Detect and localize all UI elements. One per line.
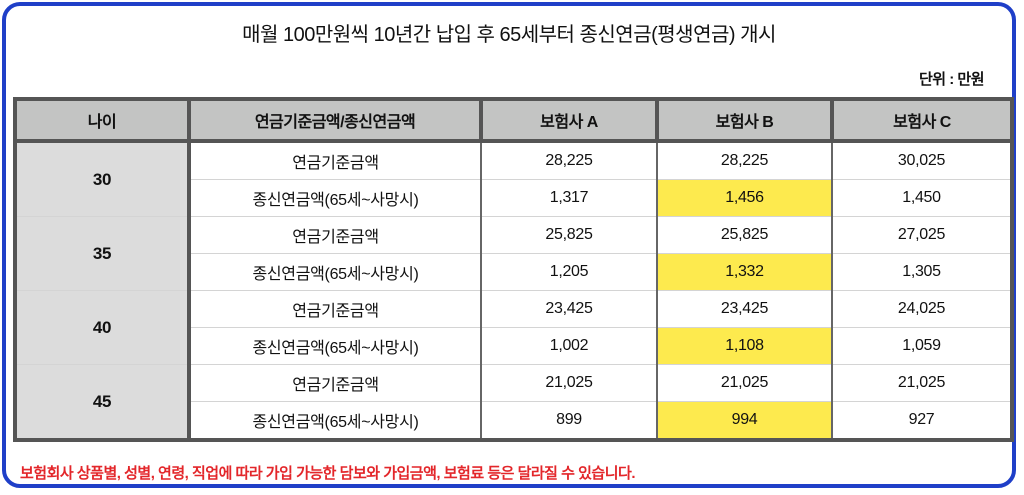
insurer-a-value: 899 [480,401,658,441]
insurer-b-value: 23,425 [656,290,833,328]
header-insurer-a: 보험사 A [479,97,659,143]
row-label: 종신연금액(65세~사망시) [187,327,482,365]
table-row: 30 연금기준금액 28,225 28,225 30,025 [13,140,1013,217]
table-row: 종신연금액(65세~사망시) 1,002 1,108 1,059 [15,327,1013,365]
insurer-a-value: 23,425 [480,290,658,328]
age-cell: 30 [13,140,191,217]
table-row: 종신연금액(65세~사망시) 1,205 1,332 1,305 [15,253,1013,291]
age-cell: 40 [13,290,191,365]
row-label: 종신연금액(65세~사망시) [187,179,482,217]
insurer-c-value: 27,025 [831,216,1013,254]
insurer-c-value: 1,305 [831,253,1013,291]
disclaimer-notice: 보험회사 상품별, 성별, 연령, 직업에 따라 가입 가능한 담보와 가입금액… [20,465,636,482]
row-label: 종신연금액(65세~사망시) [187,401,482,441]
insurer-c-value: 21,025 [831,364,1013,402]
insurer-c-value: 24,025 [831,290,1013,328]
insurer-b-value: 25,825 [656,216,833,254]
table-header-row: 나이 연금기준금액/종신연금액 보험사 A 보험사 B 보험사 C [13,97,1014,143]
table-row: 종신연금액(65세~사망시) 1,317 1,456 1,450 [15,179,1013,217]
document-frame: 매월 100만원씩 10년간 납입 후 65세부터 종신연금(평생연금) 개시 … [2,2,1016,488]
insurer-c-value: 927 [831,401,1013,441]
insurer-b-value-highlighted: 1,108 [656,327,833,365]
header-insurer-b: 보험사 B [655,97,834,143]
insurer-b-value-highlighted: 1,332 [656,253,833,291]
row-label: 종신연금액(65세~사망시) [187,253,482,291]
table-row: 종신연금액(65세~사망시) 899 994 927 [15,401,1013,441]
table-row: 40 연금기준금액 23,425 23,425 24,025 [13,290,1013,365]
row-label: 연금기준금액 [187,290,482,328]
page-title: 매월 100만원씩 10년간 납입 후 65세부터 종신연금(평생연금) 개시 [242,24,776,46]
insurer-b-value: 28,225 [656,140,833,180]
insurer-a-value: 21,025 [480,364,658,402]
insurer-b-value-highlighted: 1,456 [656,179,833,217]
row-label: 연금기준금액 [187,216,482,254]
age-cell: 45 [13,364,191,441]
insurer-a-value: 1,002 [480,327,658,365]
table-row: 45 연금기준금액 21,025 21,025 21,025 [13,364,1013,441]
age-cell: 35 [13,216,191,291]
table-row: 35 연금기준금액 25,825 25,825 27,025 [13,216,1013,291]
insurer-c-value: 1,059 [831,327,1013,365]
header-insurer-c: 보험사 C [830,97,1014,143]
insurer-b-value-highlighted: 994 [656,401,833,441]
insurer-a-value: 25,825 [480,216,658,254]
insurer-b-value: 21,025 [656,364,833,402]
header-age: 나이 [13,97,191,143]
insurer-c-value: 30,025 [831,140,1013,180]
row-label: 연금기준금액 [187,364,482,402]
pension-comparison-table: 나이 연금기준금액/종신연금액 보험사 A 보험사 B 보험사 C 30 연금기… [13,97,1014,442]
insurer-a-value: 28,225 [480,140,658,180]
insurer-a-value: 1,317 [480,179,658,217]
unit-label: 단위 : 만원 [918,71,985,88]
header-type: 연금기준금액/종신연금액 [187,97,483,143]
insurer-a-value: 1,205 [480,253,658,291]
row-label: 연금기준금액 [187,140,482,180]
insurer-c-value: 1,450 [831,179,1013,217]
